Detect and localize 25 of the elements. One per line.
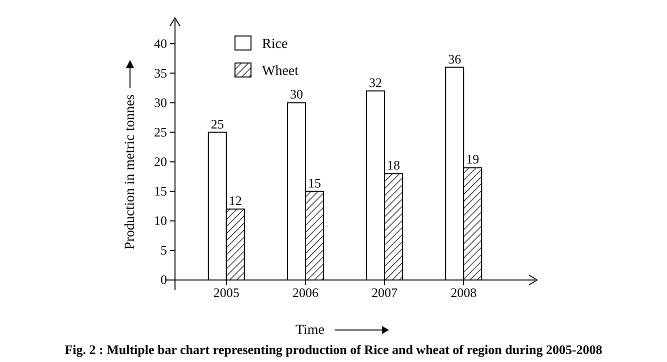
y-tick-label: 10: [154, 213, 167, 228]
x-axis-title: Time: [295, 323, 325, 338]
data-label: 15: [308, 175, 321, 190]
data-label: 18: [387, 158, 400, 173]
data-label: 25: [210, 116, 224, 132]
legend-label: Rice: [262, 37, 288, 52]
y-tick-label: 35: [154, 65, 167, 80]
legend-label: Wheet: [262, 64, 299, 79]
data-label: 19: [466, 152, 480, 167]
data-label: 12: [228, 193, 242, 208]
data-label: 36: [448, 51, 462, 66]
x-tick-label: 2008: [450, 285, 477, 300]
y-tick-label: 40: [154, 36, 167, 51]
data-label: 32: [369, 74, 382, 90]
y-tick-label: 15: [154, 184, 167, 199]
x-tick-label: 2007: [372, 285, 398, 300]
y-tick-label: 30: [154, 94, 167, 110]
y-tick-label: 25: [154, 124, 167, 140]
y-tick-label: 20: [154, 154, 167, 169]
x-tick-label: 2006: [292, 285, 319, 300]
data-label: 30: [290, 86, 303, 102]
y-tick-label: 5: [160, 242, 167, 258]
caption: Fig. 2 : Multiple bar chart representing production of Rice and wheat of region during 2005-2008: [64, 342, 603, 357]
x-tick-label: 2005: [213, 285, 240, 300]
y-axis-title: Production in metric tonnes: [123, 94, 138, 250]
